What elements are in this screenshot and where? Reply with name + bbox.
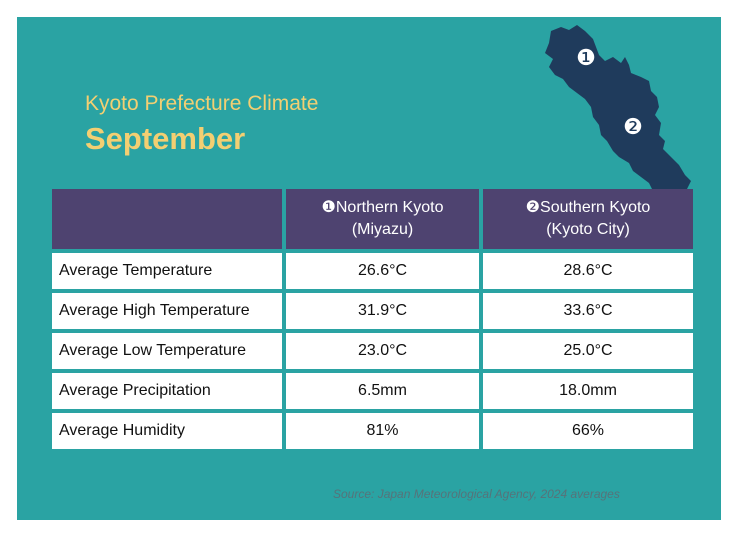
- north-value: 26.6°C: [286, 253, 479, 289]
- north-value: 81%: [286, 413, 479, 449]
- north-value: 31.9°C: [286, 293, 479, 329]
- climate-table: ❶Northern Kyoto (Miyazu) ❷Southern Kyoto…: [48, 185, 697, 453]
- table-row: Average Humidity 81% 66%: [52, 413, 693, 449]
- kyoto-prefecture-shape: [545, 25, 691, 201]
- header-northern-kyoto: ❶Northern Kyoto (Miyazu): [286, 189, 479, 249]
- map-marker-2: ❷: [623, 115, 643, 140]
- header-northern-line1: ❶Northern Kyoto: [321, 199, 444, 216]
- row-label: Average Precipitation: [52, 373, 282, 409]
- kyoto-map: ❶ ❷: [529, 17, 699, 202]
- table-header-row: ❶Northern Kyoto (Miyazu) ❷Southern Kyoto…: [52, 189, 693, 249]
- table-row: Average Temperature 26.6°C 28.6°C: [52, 253, 693, 289]
- row-label: Average Humidity: [52, 413, 282, 449]
- header-empty-cell: [52, 189, 282, 249]
- header-northern-line2: (Miyazu): [351, 221, 414, 238]
- south-value: 66%: [483, 413, 693, 449]
- header-southern-line1: ❷Southern Kyoto: [525, 199, 651, 216]
- row-label: Average High Temperature: [52, 293, 282, 329]
- page-title: September: [85, 121, 246, 156]
- north-value: 6.5mm: [286, 373, 479, 409]
- table-row: Average Precipitation 6.5mm 18.0mm: [52, 373, 693, 409]
- table-row: Average Low Temperature 23.0°C 25.0°C: [52, 333, 693, 369]
- south-value: 28.6°C: [483, 253, 693, 289]
- south-value: 18.0mm: [483, 373, 693, 409]
- header-southern-kyoto: ❷Southern Kyoto (Kyoto City): [483, 189, 693, 249]
- south-value: 33.6°C: [483, 293, 693, 329]
- south-value: 25.0°C: [483, 333, 693, 369]
- title-block: Kyoto Prefecture Climate September: [85, 91, 318, 159]
- row-label: Average Temperature: [52, 253, 282, 289]
- table-row: Average High Temperature 31.9°C 33.6°C: [52, 293, 693, 329]
- row-label: Average Low Temperature: [52, 333, 282, 369]
- page-subtitle: Kyoto Prefecture Climate: [85, 92, 319, 115]
- north-value: 23.0°C: [286, 333, 479, 369]
- header-southern-line2: (Kyoto City): [546, 221, 630, 238]
- map-marker-1: ❶: [576, 46, 596, 71]
- source-note: Source: Japan Meteorological Agency, 202…: [333, 487, 620, 501]
- climate-card: ❶ ❷ Kyoto Prefecture Climate September ❶…: [17, 17, 721, 520]
